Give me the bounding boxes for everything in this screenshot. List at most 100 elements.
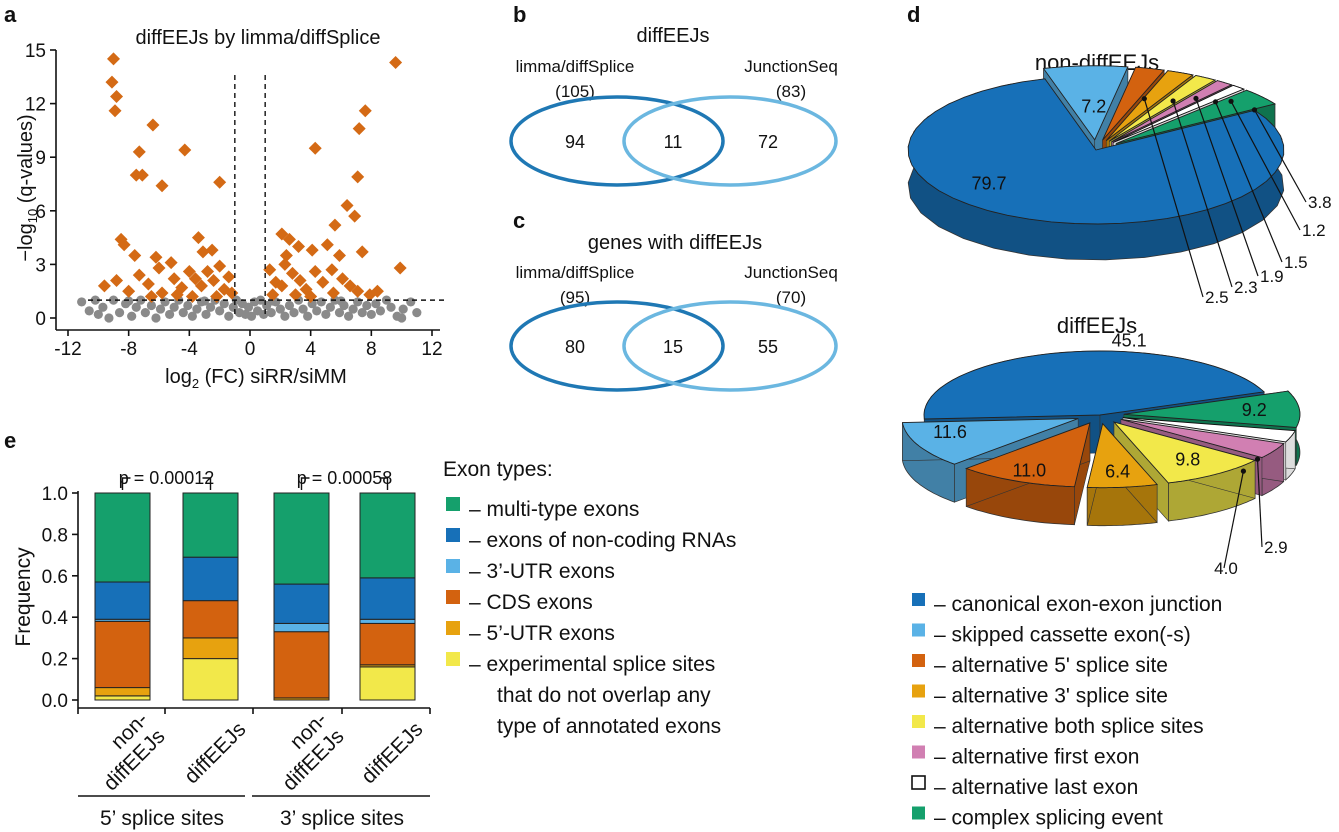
- pie-leader-line: [1214, 101, 1283, 263]
- non-significant-point: [348, 304, 358, 314]
- legend-swatch-canonical: [912, 593, 925, 606]
- non-significant-point: [228, 302, 238, 312]
- y-tick-label: 15: [25, 41, 46, 62]
- pie-diffEEJs: [901, 350, 1301, 527]
- significant-point: [155, 179, 169, 193]
- pie-leader-line: [1195, 98, 1259, 277]
- bar-segment-utr3: [273, 622, 330, 633]
- exon-legend-label-utr3: – 3’-UTR exons: [469, 560, 615, 583]
- bar-segment-experimental: [359, 666, 416, 701]
- significant-point: [351, 284, 365, 298]
- pie-slice-skipped: [1042, 65, 1129, 141]
- non-significant-point: [114, 308, 125, 318]
- y-tick-label: 6: [35, 202, 46, 223]
- legend-swatch-alt3: [912, 684, 925, 698]
- significant-point: [201, 265, 215, 279]
- panel-letter-d: d: [907, 2, 920, 27]
- significant-point: [146, 118, 160, 132]
- exon-legend-label-noncoding: – exons of non-coding RNAs: [469, 529, 736, 552]
- non-significant-point: [169, 302, 179, 312]
- non-significant-point: [98, 302, 108, 312]
- significant-point: [110, 89, 124, 103]
- non-significant-point: [353, 297, 363, 307]
- venn-b-overlap: 11: [664, 132, 683, 152]
- significant-point: [278, 257, 292, 271]
- y-tick-label: 3: [35, 255, 46, 276]
- significant-point: [128, 248, 142, 262]
- pvalue-bracket-right: [202, 477, 212, 490]
- legend-swatch-alt5: [912, 654, 925, 667]
- bar-category-label: diffEEJs: [357, 718, 427, 788]
- non-significant-point: [127, 311, 137, 321]
- significant-point: [320, 238, 334, 252]
- significant-point: [164, 256, 178, 270]
- non-significant-point: [362, 300, 372, 311]
- pie-leader-line: [1172, 100, 1233, 288]
- venn-c-left-total: (95): [560, 288, 590, 307]
- bar-segment-noncoding: [273, 583, 330, 624]
- venn-b-left-total: (105): [555, 82, 595, 101]
- venn-c-right-circle: [622, 300, 838, 392]
- x-tick-label: 8: [366, 339, 377, 360]
- pie-slice-alt5: [1102, 66, 1165, 141]
- non-significant-point: [386, 302, 396, 312]
- non-significant-point: [136, 295, 146, 305]
- significant-point: [196, 245, 210, 259]
- significant-point: [149, 250, 163, 264]
- non-significant-point: [224, 311, 234, 321]
- exon-legend-swatch-experimental: [446, 652, 460, 666]
- non-significant-point: [155, 304, 166, 314]
- significant-point: [289, 288, 302, 302]
- bar-segment-multi_type: [273, 492, 330, 585]
- non-significant-point: [219, 299, 229, 309]
- exon-legend-swatch-cds: [446, 590, 460, 604]
- significant-point: [205, 243, 219, 257]
- significant-point: [305, 243, 319, 257]
- threshold-lines: [88, 75, 444, 318]
- pie-slice-label: 11.0: [1012, 461, 1046, 481]
- bar-segment-multi_type: [94, 492, 151, 583]
- non-significant-point: [284, 300, 295, 311]
- pvalue-bracket-right: [379, 477, 389, 490]
- significant-point: [210, 290, 224, 304]
- exon-legend-label-cds: – CDS exons: [469, 591, 593, 614]
- non-significant-point: [366, 309, 376, 320]
- significant-point: [152, 261, 166, 275]
- significant-point: [178, 143, 192, 157]
- pie-leader-line: [1143, 98, 1204, 298]
- y-tick-label: 9: [35, 148, 46, 169]
- pie-slice-label: 7.2: [1081, 97, 1106, 117]
- pie-slice-label: 1.2: [1302, 221, 1326, 240]
- x-tick-label: -12: [54, 339, 81, 360]
- venn-b-left-name: limma/diffSplice: [516, 57, 635, 76]
- significant-point: [182, 265, 196, 279]
- non-significant-point: [397, 313, 407, 323]
- pie-slice-complex: [1115, 89, 1276, 144]
- pie-slice-label: 3.8: [1308, 193, 1332, 212]
- pie-slice-canonical: [923, 350, 1266, 420]
- non-significant-point: [375, 306, 386, 316]
- non-significant-point: [183, 300, 193, 311]
- pie-non-diffEEJs-labels: 79.7 7.2 2.5 2.31.91.5 1.2 3.8: [971, 95, 1332, 307]
- panel-a-title: diffEEJs by limma/diffSplice: [136, 27, 381, 49]
- non-significant-point: [199, 296, 210, 306]
- pie-slice-alt5: [964, 422, 1091, 488]
- pie-slice-label: 79.7: [971, 173, 1006, 193]
- significant-point: [107, 52, 120, 66]
- pie-leader-line: [1223, 471, 1244, 569]
- non-significant-point: [303, 311, 313, 321]
- panel-letter-b: b: [513, 2, 526, 27]
- panel-letter-c: c: [513, 208, 525, 233]
- venn-c-overlap: 15: [663, 337, 683, 357]
- legend-swatch-altfirst: [912, 745, 925, 759]
- pie-bottom-title: diffEEJs: [1057, 313, 1137, 338]
- significant-point: [355, 245, 369, 259]
- bar-category-label-line: diffEEJs: [180, 718, 250, 788]
- non-significant-point: [259, 309, 269, 320]
- bar-segment-multi_type: [182, 492, 239, 558]
- venn-b-right-total: (83): [776, 82, 806, 101]
- non-significant-point: [124, 296, 134, 306]
- panel-c-title: genes with diffEEJs: [588, 232, 762, 254]
- pie-slice-canonical: [907, 78, 1285, 225]
